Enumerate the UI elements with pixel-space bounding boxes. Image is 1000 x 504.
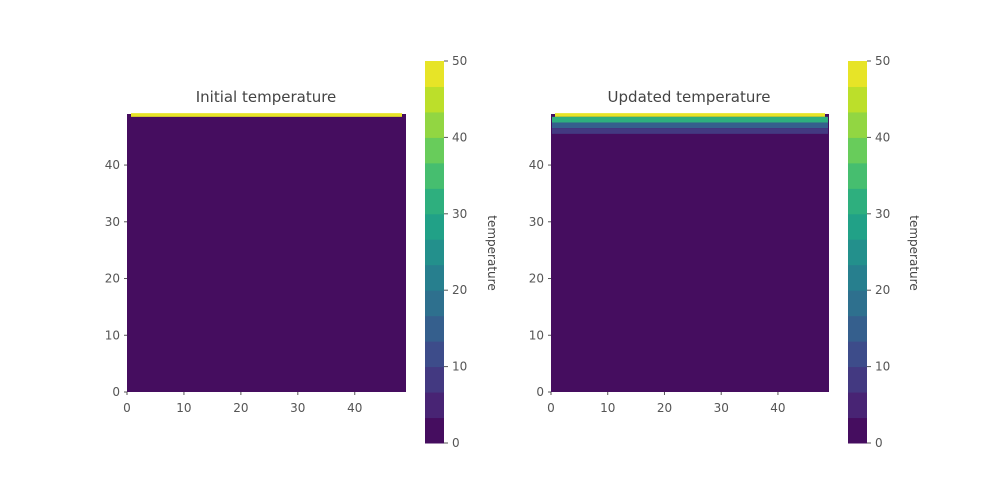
x-tick-label: 20 xyxy=(657,401,672,415)
colorbar-segment xyxy=(848,86,867,113)
heatmap xyxy=(127,113,406,392)
y-axis: 0 10 20 30 40 xyxy=(529,158,551,399)
colorbar-segment xyxy=(425,162,444,189)
colorbar-segment xyxy=(848,111,867,138)
colorbar-tick-label: 50 xyxy=(875,54,890,68)
initial-temperature-panel: Initial temperature 0 10 20 30 40 010203040 … xyxy=(105,54,499,450)
colorbar-tick-label: 0 xyxy=(875,436,883,450)
colorbar-segment xyxy=(848,61,867,87)
colorbar-segment xyxy=(425,341,444,368)
colorbar: 0 10 20 30 40 50 xyxy=(425,54,467,450)
colorbar-tick-label: 10 xyxy=(452,360,467,374)
x-tick-label: 40 xyxy=(770,401,785,415)
colorbar: 0 10 20 30 40 50 xyxy=(848,54,890,450)
colorbar-tick-label: 10 xyxy=(875,360,890,374)
colorbar-segment xyxy=(848,417,867,444)
colorbar-segment xyxy=(425,213,444,240)
y-axis: 0 10 20 30 40 xyxy=(105,158,127,399)
colorbar-segment xyxy=(848,239,867,266)
colorbar-segment xyxy=(425,366,444,393)
colorbar-tick-label: 40 xyxy=(875,130,890,144)
colorbar-segment xyxy=(848,315,867,342)
y-tick-label: 10 xyxy=(105,328,120,342)
updated-temperature-panel: Updated temperature 0 10 20 30 40 010203040 … xyxy=(529,54,921,450)
x-tick-label: 40 xyxy=(347,401,362,415)
colorbar-tick-label: 30 xyxy=(875,207,890,221)
colorbar-segment xyxy=(425,290,444,317)
colorbar-label: temperature xyxy=(907,215,921,290)
colorbar-label: temperature xyxy=(485,215,499,290)
colorbar-segment xyxy=(848,162,867,189)
colorbar-segment xyxy=(848,290,867,317)
colorbar-segment xyxy=(425,61,444,87)
x-tick-label: 0 xyxy=(123,401,131,415)
y-tick-label: 10 xyxy=(529,328,544,342)
x-tick-label: 10 xyxy=(600,401,615,415)
heatmap xyxy=(551,113,829,392)
colorbar-tick-label: 50 xyxy=(452,54,467,68)
x-axis: 0 10 20 30 40 xyxy=(123,392,362,415)
colorbar-segment xyxy=(848,366,867,393)
colorbar-tick-label: 20 xyxy=(452,283,467,297)
colorbar-segment xyxy=(848,137,867,164)
y-tick-label: 30 xyxy=(529,215,544,229)
y-tick-label: 40 xyxy=(105,158,120,172)
colorbar-tick-label: 40 xyxy=(452,130,467,144)
colorbar-segment xyxy=(425,239,444,266)
plot-title: Updated temperature xyxy=(608,88,771,106)
colorbar-tick-label: 30 xyxy=(452,207,467,221)
colorbar-segment xyxy=(848,392,867,419)
y-tick-label: 40 xyxy=(529,158,544,172)
colorbar-segment xyxy=(848,264,867,291)
x-tick-label: 30 xyxy=(714,401,729,415)
heatmap-band-row-47 xyxy=(552,122,828,129)
x-axis: 0 10 20 30 40 xyxy=(547,392,786,415)
heatmap-band-row-48 xyxy=(552,116,828,123)
heatmap-band-row-46 xyxy=(552,128,828,134)
colorbar-segment xyxy=(425,264,444,291)
colorbar-tick-label: 20 xyxy=(875,283,890,297)
y-tick-label: 20 xyxy=(529,272,544,286)
heatmap-background xyxy=(551,114,829,392)
colorbar-segment xyxy=(425,137,444,164)
y-tick-label: 0 xyxy=(112,385,120,399)
y-tick-label: 0 xyxy=(536,385,544,399)
y-tick-label: 20 xyxy=(105,272,120,286)
colorbar-segment xyxy=(425,392,444,419)
colorbar-segment xyxy=(425,111,444,138)
colorbar-segment xyxy=(848,213,867,240)
colorbar-segment xyxy=(848,188,867,215)
x-tick-label: 10 xyxy=(176,401,191,415)
colorbar-segment xyxy=(425,417,444,444)
colorbar-segment xyxy=(425,315,444,342)
heatmap-band-row-49 xyxy=(131,113,402,117)
colorbar-segment xyxy=(848,341,867,368)
heatmap-background xyxy=(127,114,406,392)
x-tick-label: 30 xyxy=(290,401,305,415)
y-tick-label: 30 xyxy=(105,215,120,229)
plot-title: Initial temperature xyxy=(196,88,337,106)
colorbar-segment xyxy=(425,86,444,113)
colorbar-tick-label: 0 xyxy=(452,436,460,450)
heatmap-band-row-49 xyxy=(555,113,825,117)
x-tick-label: 0 xyxy=(547,401,555,415)
x-tick-label: 20 xyxy=(233,401,248,415)
colorbar-segment xyxy=(425,188,444,215)
